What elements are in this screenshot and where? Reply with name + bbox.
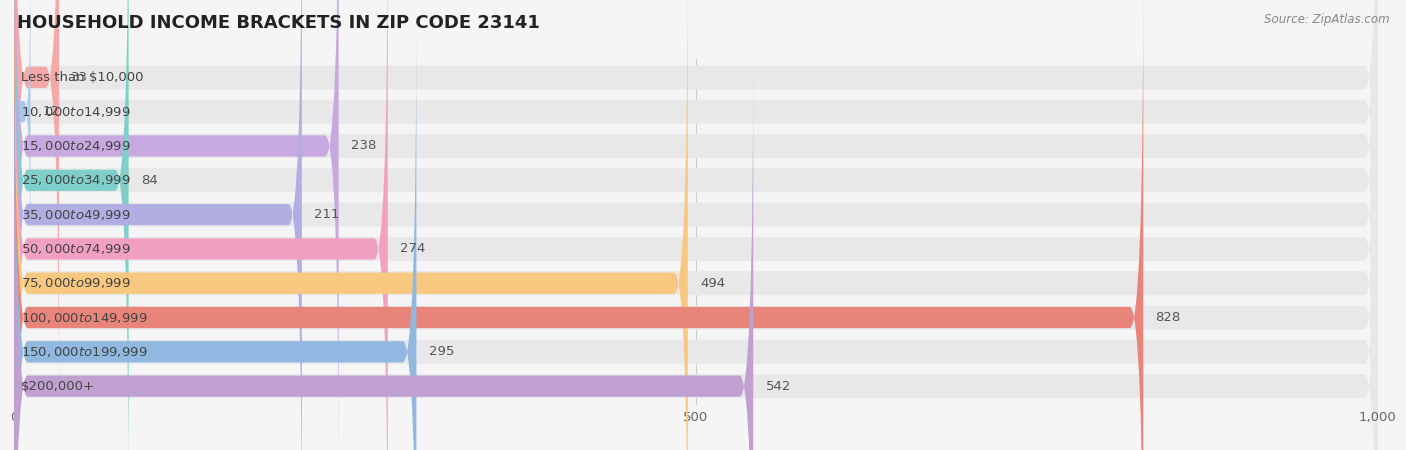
Text: 33: 33 <box>72 71 89 84</box>
FancyBboxPatch shape <box>14 0 302 450</box>
FancyBboxPatch shape <box>14 0 1378 450</box>
FancyBboxPatch shape <box>14 0 1143 450</box>
FancyBboxPatch shape <box>14 21 1378 450</box>
Text: HOUSEHOLD INCOME BRACKETS IN ZIP CODE 23141: HOUSEHOLD INCOME BRACKETS IN ZIP CODE 23… <box>17 14 540 32</box>
Text: $200,000+: $200,000+ <box>21 380 94 393</box>
Text: 542: 542 <box>765 380 792 393</box>
FancyBboxPatch shape <box>14 0 1378 450</box>
Text: 84: 84 <box>141 174 157 187</box>
FancyBboxPatch shape <box>14 0 1378 409</box>
Text: Source: ZipAtlas.com: Source: ZipAtlas.com <box>1264 14 1389 27</box>
Text: 295: 295 <box>429 345 454 358</box>
FancyBboxPatch shape <box>14 0 31 266</box>
Text: $50,000 to $74,999: $50,000 to $74,999 <box>21 242 131 256</box>
FancyBboxPatch shape <box>14 0 1378 450</box>
FancyBboxPatch shape <box>14 19 416 450</box>
Text: $10,000 to $14,999: $10,000 to $14,999 <box>21 105 131 119</box>
Text: $25,000 to $34,999: $25,000 to $34,999 <box>21 173 131 187</box>
Text: $100,000 to $149,999: $100,000 to $149,999 <box>21 310 148 324</box>
FancyBboxPatch shape <box>14 0 1378 450</box>
FancyBboxPatch shape <box>14 0 59 410</box>
Text: 211: 211 <box>314 208 340 221</box>
FancyBboxPatch shape <box>14 0 1378 450</box>
FancyBboxPatch shape <box>14 54 754 450</box>
FancyBboxPatch shape <box>14 55 1378 450</box>
Text: $15,000 to $24,999: $15,000 to $24,999 <box>21 139 131 153</box>
Text: $75,000 to $99,999: $75,000 to $99,999 <box>21 276 131 290</box>
Text: 12: 12 <box>42 105 59 118</box>
Text: Less than $10,000: Less than $10,000 <box>21 71 143 84</box>
Text: $150,000 to $199,999: $150,000 to $199,999 <box>21 345 148 359</box>
FancyBboxPatch shape <box>14 0 1378 450</box>
FancyBboxPatch shape <box>14 0 688 450</box>
Text: 494: 494 <box>700 277 725 290</box>
Text: 274: 274 <box>401 243 426 256</box>
FancyBboxPatch shape <box>14 0 339 450</box>
Text: 238: 238 <box>352 140 377 153</box>
Text: $35,000 to $49,999: $35,000 to $49,999 <box>21 207 131 221</box>
FancyBboxPatch shape <box>14 0 128 450</box>
FancyBboxPatch shape <box>14 0 1378 443</box>
FancyBboxPatch shape <box>14 0 388 450</box>
Text: 828: 828 <box>1156 311 1181 324</box>
